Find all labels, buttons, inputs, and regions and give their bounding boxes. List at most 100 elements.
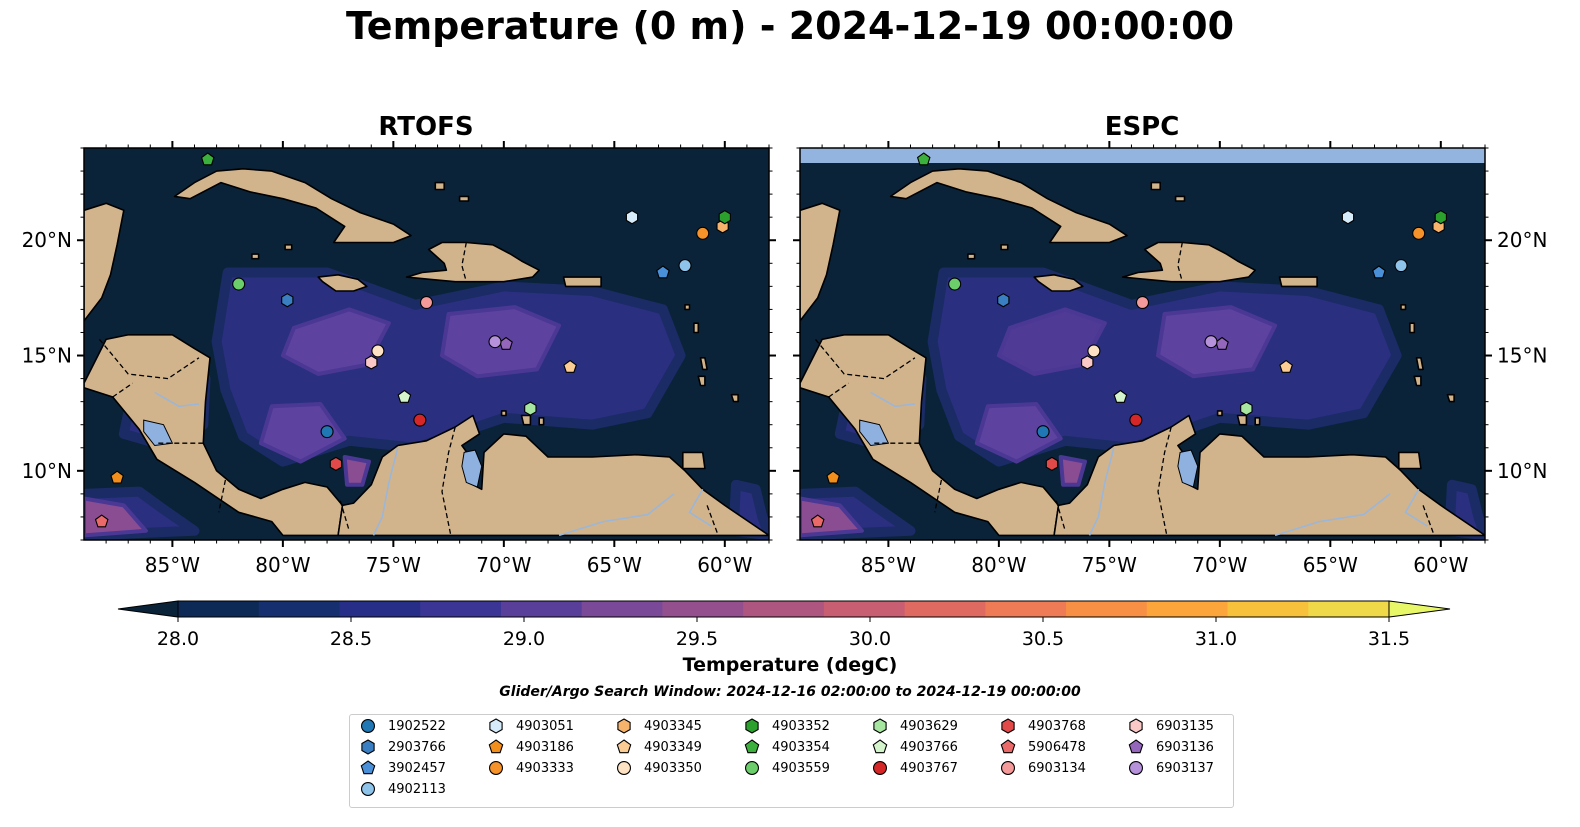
pentagon-icon [744,739,760,754]
legend-item: 4903766 [870,737,958,757]
x-tick-label: 65°W [587,553,642,577]
legend-marker [489,718,503,734]
legend-marker [361,719,375,733]
legend-item: 5906478 [998,737,1086,757]
marker-4903768 [329,456,343,472]
hot-water-region [974,402,1063,464]
land-mass [1000,244,1009,251]
land-mass [405,241,541,283]
land-mass [1053,414,1485,537]
country-border [112,382,133,398]
land-mass [1446,393,1455,403]
colorbar-label: Temperature (degC) [682,654,898,676]
hexagon-icon [617,718,631,734]
marker-4903354 [200,152,215,166]
pentagon-icon [872,739,888,754]
land-mass [1121,241,1256,283]
hexagon-icon [873,718,887,734]
marker-4903354 [916,152,931,166]
legend-marker [1001,761,1015,775]
marker-4903333 [696,226,710,240]
legend-marker [744,739,760,754]
lake [1177,449,1199,488]
land-mass [1415,356,1424,371]
legend-label: 4903349 [644,739,702,755]
legend-marker [1129,761,1143,775]
y-tick-label: 20°N [22,228,72,252]
river [870,391,915,408]
marker-4903349 [563,359,577,373]
search-window-text: Glider/Argo Search Window: 2024-12-16 02… [499,684,1081,700]
land-mass [1398,451,1422,470]
legend-item: 4903354 [742,737,830,757]
legend-marker [361,739,375,755]
land-mass [562,276,602,288]
land-mass [251,253,260,260]
marker-4902113 [678,259,692,273]
river [372,447,399,536]
land-mass [684,303,691,311]
circle-icon [489,761,503,775]
country-border [339,500,350,531]
land-mass [693,322,700,334]
x-tick-label: 80°W [971,553,1026,577]
colorbar-extend-low [117,600,179,618]
legend-label: 4903559 [772,760,830,776]
marker-4903350 [371,344,385,358]
legend-label: 2903766 [388,739,446,755]
x-tick-label: 60°W [697,553,752,577]
circle-icon [617,761,631,775]
panel-title-espc: ESPC [1104,112,1180,142]
marker-4903352 [1434,210,1447,225]
legend-marker [361,782,375,796]
land-mass [1216,410,1223,417]
colorbar-outline [177,600,1390,618]
legend-label: 6903136 [1156,739,1214,755]
circle-icon [361,719,375,733]
x-tick-label: 75°W [366,553,421,577]
legend-marker [360,760,376,775]
country-border [1422,505,1435,536]
marker-legend: 1902522 2903766 3902457 4902113 4903051 49031… [349,714,1234,808]
colorbar-tick-label: 28.0 [157,628,199,650]
legend-marker [745,718,759,734]
legend-marker [873,761,887,775]
pentagon-icon [360,760,376,775]
marker-3902457 [656,265,670,279]
colorbar-tick-label: 30.0 [849,628,891,650]
land-mass [699,356,708,371]
land-mass [458,195,470,202]
no-data-band [800,148,1485,163]
country-border [441,426,456,536]
country-border [934,479,943,513]
marker-4903766 [1113,389,1128,403]
map-panel-rtofs: 85°W 80°W 75°W 70°W 65°W 60°W 20°N 15°N 10°N [22,141,776,577]
colorbar-segment [339,601,421,617]
marker-4903559 [232,277,246,291]
country-border [98,338,200,380]
marker-6903135 [365,355,378,370]
country-border [461,242,467,282]
hexagon-icon [489,718,503,734]
river [558,493,675,537]
land-mass [1278,276,1318,288]
colorbar-segment [662,601,744,617]
marker-4903051 [1341,210,1355,225]
map-frame [83,147,770,541]
legend-item: 4903051 [486,716,574,736]
legend-item: 4903349 [614,737,702,757]
land-mass [1409,322,1416,334]
marker-4903559 [948,277,962,291]
x-tick-label: 80°W [255,553,310,577]
y-tick-label: 15°N [22,344,72,368]
colorbar-segment [1308,601,1390,617]
marker-5906478 [94,514,109,528]
land-mass [538,416,545,426]
legend-marker [1128,739,1144,754]
x-tick-label: 75°W [1082,553,1137,577]
pentagon-icon [488,739,504,754]
marker-4903186 [826,470,840,484]
land-mass [1033,273,1084,292]
map-panel-espc: 85°W 80°W 75°W 70°W 65°W 60°W 20°N 15°N 10°N [793,141,1547,577]
land-mass [284,244,293,251]
